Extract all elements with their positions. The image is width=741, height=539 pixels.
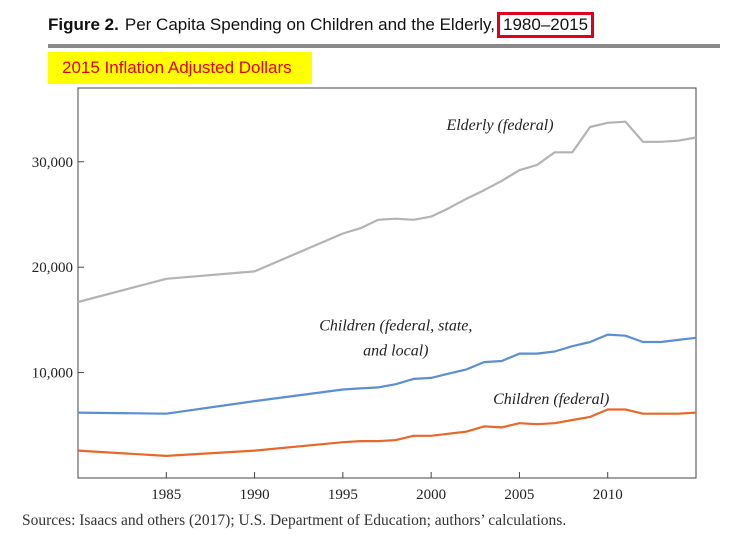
- x-axis: 1985 1990 1995 2000 2005 2010: [151, 472, 623, 503]
- figure-label: Figure 2.: [48, 15, 119, 34]
- figure-title-years: 1980–2015: [497, 12, 595, 38]
- x-tick-label: 2010: [593, 487, 623, 503]
- series-annotation-label: Elderly (federal): [445, 117, 553, 134]
- series-line-2: [77, 408, 697, 457]
- series-annotation-label: Children (federal, state,: [319, 317, 472, 334]
- y-axis: 10,000 20,000 30,000: [32, 155, 84, 382]
- series-line-1: [77, 333, 697, 415]
- series-lines: [77, 120, 697, 457]
- x-tick-label: 2005: [504, 487, 534, 503]
- figure-title: Figure 2. Per Capita Spending on Children…: [48, 12, 595, 38]
- series-annotation-label: Children (federal): [493, 391, 609, 408]
- series-annotations: Elderly (federal) Children (federal, stat…: [319, 117, 609, 408]
- plot-area-frame: [77, 87, 697, 479]
- x-tick-label: 1995: [328, 487, 358, 503]
- source-note: Sources: Isaacs and others (2017); U.S. …: [22, 512, 567, 529]
- series-line-0: [77, 120, 697, 304]
- y-tick-label: 10,000: [32, 366, 73, 382]
- x-tick-label: 1990: [240, 487, 270, 503]
- series-annotation-label: and local): [363, 343, 428, 360]
- subtitle-highlight: 2015 Inflation Adjusted Dollars: [48, 52, 312, 84]
- x-tick-label: 2000: [416, 487, 446, 503]
- figure-title-text: Per Capita Spending on Children and the …: [124, 15, 495, 34]
- x-tick-label: 1985: [151, 487, 181, 503]
- title-divider: [48, 44, 720, 48]
- y-tick-label: 30,000: [32, 155, 73, 171]
- y-tick-label: 20,000: [32, 260, 73, 276]
